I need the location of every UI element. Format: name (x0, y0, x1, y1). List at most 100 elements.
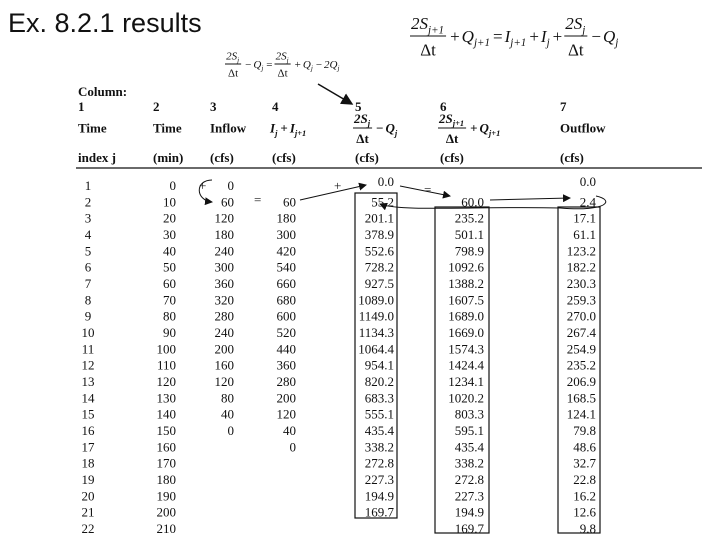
formula-text: j (273, 128, 278, 138)
formula-text: Q (253, 59, 261, 71)
table-cell: 17.1 (573, 211, 596, 226)
column-header: Outflow (560, 121, 606, 136)
table-cell: 20 (163, 211, 176, 226)
table-cell: 272.8 (455, 472, 484, 487)
table-cell: 21 (82, 505, 95, 520)
formula-text: 2S (411, 14, 429, 33)
formula-text: − (316, 59, 322, 71)
table-cell: 1388.2 (448, 276, 484, 291)
table-cell: 200 (157, 505, 177, 520)
table-cell: 79.8 (573, 423, 596, 438)
denominator: Δt (228, 68, 238, 80)
table-cell: 435.4 (455, 439, 485, 454)
column-6-box (434, 206, 490, 534)
table-cell: 1020.2 (448, 390, 484, 405)
table-cell: 235.2 (455, 211, 484, 226)
table-cell: 1424.4 (448, 358, 484, 373)
table-cell: 338.2 (365, 439, 394, 454)
table-cell: 660 (277, 276, 297, 291)
table-cell: 1607.5 (448, 292, 484, 307)
formula-text: I (504, 27, 512, 46)
column-number: 7 (560, 99, 567, 114)
table-cell: 272.8 (365, 456, 394, 471)
formula-text: 2S (276, 51, 288, 63)
table-cell: 32.7 (573, 456, 596, 471)
column-label: Column: (78, 84, 127, 99)
formula-text: Time (78, 121, 107, 136)
formula-text: j (580, 24, 585, 36)
table-cell: 201.1 (365, 211, 394, 226)
formula-text: − (376, 121, 383, 136)
operator-note: = (424, 182, 431, 197)
table-cell: 194.9 (365, 488, 394, 503)
formula-text: Q (480, 121, 490, 136)
table-cell: 169.7 (365, 505, 395, 520)
formula-text: j+1 (451, 118, 464, 128)
table-cell: 124.1 (567, 407, 596, 422)
table-cell: 338.2 (455, 456, 484, 471)
table-cell: 0 (228, 423, 235, 438)
table-cell: 3 (85, 211, 92, 226)
table-cell: 70 (163, 292, 176, 307)
denominator: Δt (446, 131, 459, 146)
table-cell: 435.4 (365, 423, 395, 438)
formula-text: + (450, 27, 460, 46)
table-cell: 0 (170, 178, 177, 193)
operator-note: + (334, 178, 341, 193)
formula-text: j+1 (508, 37, 526, 49)
table-cell: 1149.0 (359, 309, 394, 324)
formula-text: I (269, 121, 276, 136)
formula-text: + (553, 27, 563, 46)
numerator: 2S j+1 (438, 111, 464, 128)
table-cell: 240 (215, 243, 235, 258)
formula-text: − (591, 27, 601, 46)
formula-text: = (493, 27, 503, 46)
table-cell: 40 (221, 407, 234, 422)
table-cell: 22.8 (573, 472, 596, 487)
table-cell: 440 (277, 341, 297, 356)
formula-text: j (393, 128, 398, 138)
formula-text: + (280, 121, 287, 136)
table-cell: 540 (277, 260, 297, 275)
denominator: Δt (356, 131, 369, 146)
table-cell: 0 (290, 439, 297, 454)
table-cell: 320 (215, 292, 235, 307)
flow-arrow (399, 185, 451, 199)
table-cell: 280 (277, 374, 297, 389)
table-cell: 80 (221, 390, 234, 405)
formula-text: Time (153, 121, 182, 136)
formula-text: 2S (226, 51, 238, 63)
column-7-box (557, 206, 601, 534)
table-cell: 50 (163, 260, 176, 275)
formula-text: j (286, 56, 289, 64)
table-cell: 1092.6 (448, 260, 484, 275)
table-cell: 12 (82, 358, 95, 373)
table-cell: 15 (82, 407, 95, 422)
table-cell: 200 (215, 341, 235, 356)
formula-text: Q (386, 121, 396, 136)
table-cell: 235.2 (567, 358, 596, 373)
column-5-box (354, 192, 398, 519)
table-cell: 254.9 (567, 341, 596, 356)
formula-text: Q (603, 27, 615, 46)
numerator: 2S j (276, 51, 289, 65)
numerator: 2S j (226, 51, 239, 65)
table-cell: 18 (82, 456, 95, 471)
formula-text: Δt (420, 41, 436, 60)
formula-text: Q (303, 59, 311, 71)
table-cell: 300 (215, 260, 235, 275)
flow-arrow (489, 194, 571, 203)
table-cell: 22 (82, 521, 95, 536)
table-cell: 30 (163, 227, 176, 242)
column-header: Time (78, 121, 107, 136)
column-number: 6 (440, 99, 447, 114)
formula-text: + (295, 59, 301, 71)
formula-text: 2S (565, 14, 583, 33)
table-cell: 501.1 (455, 227, 484, 242)
formula-text: Δt (356, 131, 369, 146)
table-cell: 798.9 (455, 243, 484, 258)
